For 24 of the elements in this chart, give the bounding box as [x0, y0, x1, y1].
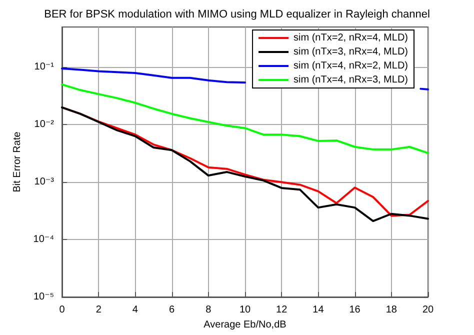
legend-label: sim (nTx=4, nRx=2, MLD) [294, 60, 408, 72]
x-tick-label: 10 [239, 304, 251, 316]
legend-label: sim (nTx=4, nRx=3, MLD) [294, 74, 408, 86]
chart-title: BER for BPSK modulation with MIMO using MLD equalizer in Rayleigh channel [44, 8, 430, 20]
y-tick-label: 10⁻² [34, 119, 55, 130]
x-tick-label: 6 [169, 304, 176, 316]
x-tick-label: 18 [386, 304, 398, 316]
legend-label: sim (nTx=3, nRx=4, MLD) [294, 46, 408, 58]
x-tick-label: 16 [349, 304, 361, 316]
y-axis-title: Bit Error Rate [12, 131, 23, 192]
x-tick-label: 12 [276, 304, 288, 316]
y-tick-label: 10⁻⁴ [33, 234, 54, 246]
x-tick-label: 2 [96, 304, 102, 316]
y-tick-label: 10⁻¹ [34, 62, 55, 73]
y-tick-label: 10⁻⁵ [33, 292, 54, 302]
x-tick-label: 4 [132, 304, 138, 316]
x-tick-label: 14 [312, 304, 324, 316]
line-series [61, 83, 429, 154]
x-tick-label: 0 [59, 304, 66, 316]
y-tick-label: 10⁻³ [34, 176, 55, 188]
x-tick-label: 20 [422, 304, 434, 316]
legend-label: sim (nTx=2, nRx=4, MLD) [294, 32, 408, 44]
x-tick-label: 8 [206, 304, 212, 316]
x-axis-title: Average Eb/No,dB [204, 319, 287, 330]
